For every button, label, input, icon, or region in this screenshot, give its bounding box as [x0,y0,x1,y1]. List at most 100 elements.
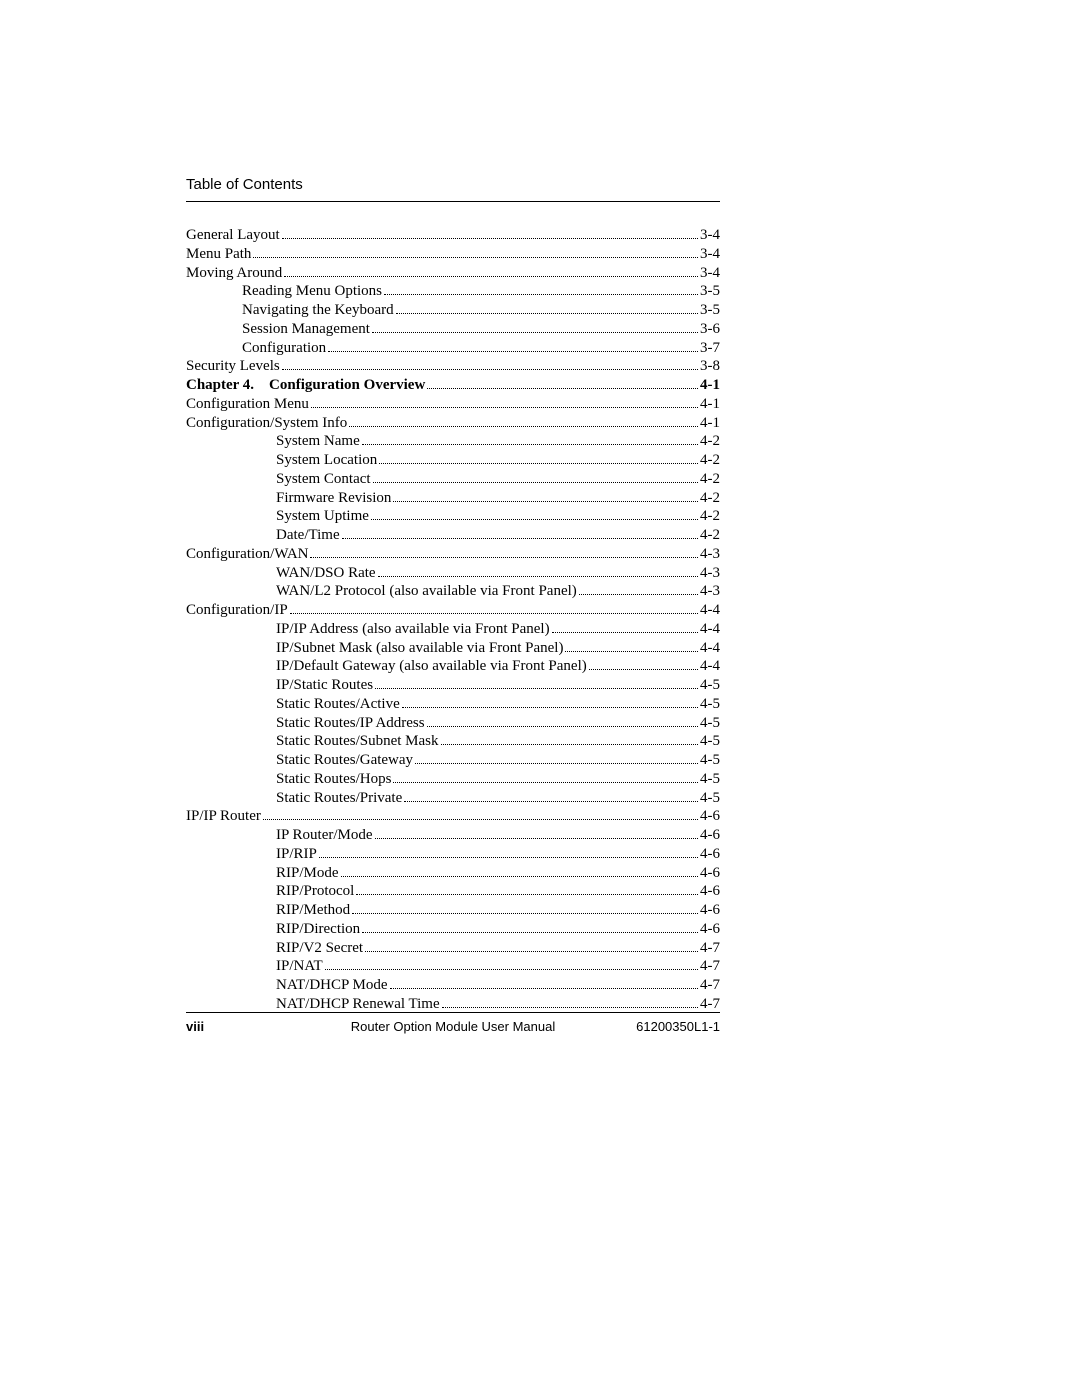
toc-dot-leader [356,894,698,895]
toc-entry: Chapter 4. Configuration Overview 4-1 [186,376,720,395]
toc-entry-title: Date/Time [276,526,340,545]
toc-entry: IP/IP Router 4-6 [186,807,720,826]
toc-entry-page: 4-5 [700,789,720,808]
toc-dot-leader [378,576,698,577]
toc-entry: IP/IP Address (also available via Front … [186,620,720,639]
toc-entry-title: Firmware Revision [276,489,391,508]
toc-entry: RIP/Mode 4-6 [186,864,720,883]
toc-dot-leader [362,444,698,445]
toc-dot-leader [427,388,698,389]
toc-entry-title: Static Routes/Active [276,695,400,714]
toc-dot-leader [319,857,698,858]
toc-entry-title: System Location [276,451,377,470]
toc-dot-leader [372,332,698,333]
toc-entry-page: 4-6 [700,807,720,826]
toc-entry-title: IP/IP Address (also available via Front … [276,620,550,639]
toc-dot-leader [310,557,698,558]
toc-entry-title: IP/Default Gateway (also available via F… [276,657,587,676]
toc-entry: RIP/V2 Secret 4-7 [186,939,720,958]
toc-entry-page: 4-6 [700,920,720,939]
toc-dot-leader [349,426,698,427]
toc-entry-title: Static Routes/IP Address [276,714,425,733]
toc-entry-title: RIP/Protocol [276,882,354,901]
toc-container: General Layout 3-4Menu Path 3-4 Moving Ar… [186,226,720,1014]
toc-entry: Static Routes/Gateway 4-5 [186,751,720,770]
toc-entry-page: 4-4 [700,657,720,676]
header-rule [186,201,720,202]
toc-entry: WAN/DSO Rate 4-3 [186,564,720,583]
toc-dot-leader [342,538,698,539]
toc-dot-leader [365,951,698,952]
toc-entry: IP/RIP 4-6 [186,845,720,864]
toc-entry-page: 4-7 [700,957,720,976]
toc-entry-title: Configuration/WAN [186,545,308,564]
toc-entry-title: RIP/V2 Secret [276,939,363,958]
toc-dot-leader [402,707,698,708]
toc-entry: Firmware Revision 4-2 [186,489,720,508]
toc-entry-page: 4-3 [700,582,720,601]
toc-entry-title: Navigating the Keyboard [242,301,394,320]
toc-entry-page: 4-2 [700,489,720,508]
toc-dot-leader [311,407,698,408]
toc-entry: NAT/DHCP Mode 4-7 [186,976,720,995]
toc-entry-page: 4-2 [700,470,720,489]
toc-entry-page: 4-6 [700,864,720,883]
toc-entry-page: 4-5 [700,732,720,751]
toc-entry: IP/Subnet Mask (also available via Front… [186,639,720,658]
toc-entry: IP Router/Mode 4-6 [186,826,720,845]
toc-entry-page: 4-5 [700,676,720,695]
toc-entry-page: 4-4 [700,639,720,658]
toc-entry-title: Session Management [242,320,370,339]
toc-entry: Static Routes/Subnet Mask 4-5 [186,732,720,751]
toc-dot-leader [284,276,698,277]
toc-entry-title: System Uptime [276,507,369,526]
toc-entry-title: Static Routes/Private [276,789,402,808]
toc-entry: IP/Default Gateway (also available via F… [186,657,720,676]
toc-dot-leader [589,669,698,670]
toc-entry-title: IP/IP Router [186,807,261,826]
footer-page-number: viii [186,1019,204,1034]
toc-entry: Static Routes/Private 4-5 [186,789,720,808]
toc-entry: Configuration/WAN 4-3 [186,545,720,564]
toc-entry-title: WAN/DSO Rate [276,564,376,583]
toc-entry-title: Reading Menu Options [242,282,382,301]
toc-entry-title: System Name [276,432,360,451]
toc-dot-leader [393,782,698,783]
toc-entry: IP/NAT 4-7 [186,957,720,976]
toc-entry: IP/Static Routes 4-5 [186,676,720,695]
toc-entry: Configuration/System Info 4-1 [186,414,720,433]
toc-entry: Session Management 3-6 [186,320,720,339]
toc-entry-page: 4-4 [700,601,720,620]
toc-entry: Navigating the Keyboard 3-5 [186,301,720,320]
toc-entry: System Uptime 4-2 [186,507,720,526]
toc-entry-title: IP Router/Mode [276,826,373,845]
toc-dot-leader [253,257,698,258]
toc-entry: System Location 4-2 [186,451,720,470]
toc-dot-leader [282,238,698,239]
toc-entry-page: 4-1 [700,376,720,395]
toc-dot-leader [415,763,698,764]
toc-entry-title: Configuration Menu [186,395,309,414]
toc-entry-title: Configuration/System Info [186,414,347,433]
toc-entry-title: System Contact [276,470,371,489]
toc-dot-leader [427,726,698,727]
toc-entry-page: 3-7 [700,339,720,358]
toc-entry: Static Routes/Hops 4-5 [186,770,720,789]
toc-dot-leader [442,1007,698,1008]
toc-dot-leader [396,313,698,314]
toc-entry: General Layout 3-4 [186,226,720,245]
toc-entry-page: 3-6 [700,320,720,339]
toc-dot-leader [375,688,698,689]
toc-entry-title: Menu Path [186,245,251,264]
toc-entry-title: Static Routes/Hops [276,770,391,789]
toc-entry: RIP/Protocol 4-6 [186,882,720,901]
toc-entry-title: Security Levels [186,357,280,376]
toc-dot-leader [341,876,698,877]
toc-entry-page: 3-4 [700,264,720,283]
toc-entry-page: 4-7 [700,995,720,1014]
toc-entry-page: 3-8 [700,357,720,376]
toc-entry-page: 4-3 [700,564,720,583]
toc-entry-title: IP/Static Routes [276,676,373,695]
toc-dot-leader [375,838,698,839]
toc-entry-title: Moving Around [186,264,282,283]
